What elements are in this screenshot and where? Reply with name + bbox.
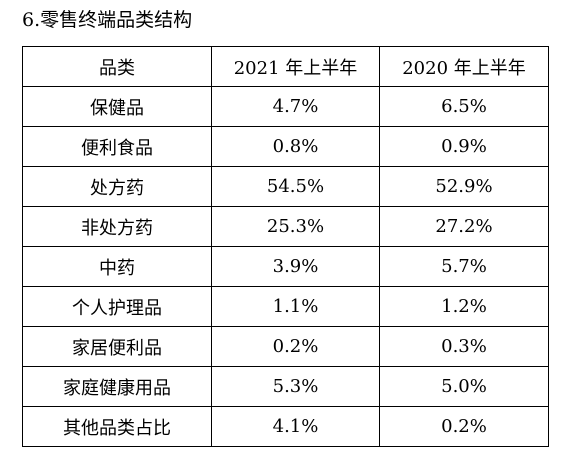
section-heading: 6.零售终端品类结构 (22, 9, 193, 31)
cell-2020-h1: 5.0% (379, 366, 549, 407)
table-header-row: 品类 2021 年上半年 2020 年上半年 (22, 46, 549, 87)
cell-2020-h1: 27.2% (379, 206, 549, 247)
table-row: 处方药 54.5% 52.9% (22, 166, 549, 207)
table-row: 个人护理品 1.1% 1.2% (22, 286, 549, 327)
table-row: 便利食品 0.8% 0.9% (22, 126, 549, 167)
table-row: 其他品类占比 4.1% 0.2% (22, 406, 549, 447)
cell-2021-h1: 5.3% (211, 366, 380, 407)
cell-2020-h1: 0.3% (379, 326, 549, 367)
cell-2020-h1: 6.5% (379, 86, 549, 127)
table-row: 非处方药 25.3% 27.2% (22, 206, 549, 247)
cell-category: 中药 (22, 246, 212, 287)
cell-2020-h1: 5.7% (379, 246, 549, 287)
cell-category: 家居便利品 (22, 326, 212, 367)
cell-2021-h1: 0.8% (211, 126, 380, 167)
category-structure-table: 品类 2021 年上半年 2020 年上半年 保健品 4.7% 6.5% 便利食… (22, 46, 549, 447)
cell-2021-h1: 25.3% (211, 206, 380, 247)
cell-category: 家庭健康用品 (22, 366, 212, 407)
cell-category: 个人护理品 (22, 286, 212, 327)
cell-2021-h1: 0.2% (211, 326, 380, 367)
cell-2020-h1: 1.2% (379, 286, 549, 327)
cell-category: 保健品 (22, 86, 212, 127)
cell-2020-h1: 0.9% (379, 126, 549, 167)
table-row: 家居便利品 0.2% 0.3% (22, 326, 549, 367)
cell-2021-h1: 3.9% (211, 246, 380, 287)
cell-2020-h1: 0.2% (379, 406, 549, 447)
cell-category: 其他品类占比 (22, 406, 212, 447)
header-2021-h1: 2021 年上半年 (211, 46, 380, 87)
cell-2021-h1: 1.1% (211, 286, 380, 327)
table-row: 家庭健康用品 5.3% 5.0% (22, 366, 549, 407)
header-category: 品类 (22, 46, 212, 87)
cell-category: 便利食品 (22, 126, 212, 167)
cell-2021-h1: 4.7% (211, 86, 380, 127)
cell-category: 非处方药 (22, 206, 212, 247)
table-row: 中药 3.9% 5.7% (22, 246, 549, 287)
cell-category: 处方药 (22, 166, 212, 207)
cell-2021-h1: 54.5% (211, 166, 380, 207)
table-row: 保健品 4.7% 6.5% (22, 86, 549, 127)
header-2020-h1: 2020 年上半年 (379, 46, 549, 87)
cell-2020-h1: 52.9% (379, 166, 549, 207)
cell-2021-h1: 4.1% (211, 406, 380, 447)
